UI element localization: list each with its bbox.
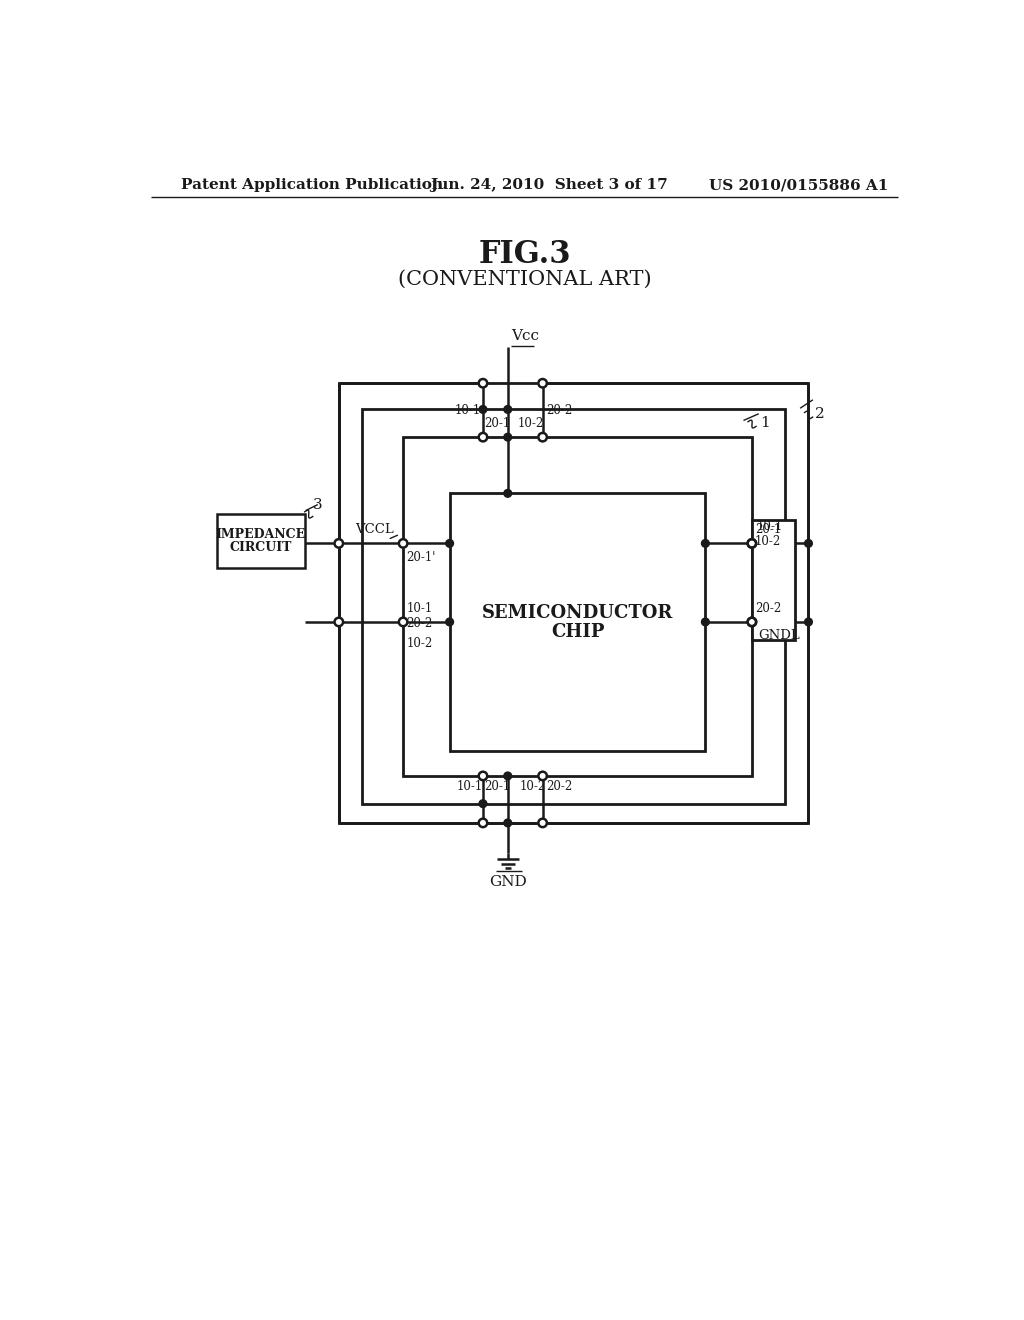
Text: 2: 2	[815, 407, 824, 421]
Text: US 2010/0155886 A1: US 2010/0155886 A1	[710, 178, 889, 193]
Circle shape	[539, 818, 547, 828]
Text: 20-1: 20-1	[755, 523, 781, 536]
Circle shape	[748, 539, 756, 548]
Text: CHIP: CHIP	[551, 623, 604, 640]
Text: 20-1: 20-1	[484, 780, 511, 793]
Text: SEMICONDUCTOR: SEMICONDUCTOR	[482, 605, 673, 622]
Circle shape	[335, 539, 343, 548]
Circle shape	[748, 539, 756, 548]
Circle shape	[504, 433, 512, 441]
Text: 20-2: 20-2	[546, 780, 572, 793]
Text: 1: 1	[760, 416, 769, 430]
Circle shape	[445, 618, 454, 626]
Text: CIRCUIT: CIRCUIT	[229, 541, 292, 554]
Text: IMPEDANCE: IMPEDANCE	[216, 528, 306, 541]
Circle shape	[478, 772, 487, 780]
Text: FIG.3: FIG.3	[478, 239, 571, 271]
Circle shape	[479, 800, 486, 808]
Circle shape	[504, 818, 512, 826]
Text: Patent Application Publication: Patent Application Publication	[180, 178, 442, 193]
Circle shape	[748, 618, 756, 626]
Text: 10-2: 10-2	[755, 536, 781, 548]
Circle shape	[399, 618, 408, 626]
Circle shape	[504, 405, 512, 413]
Circle shape	[335, 618, 343, 626]
Text: 3: 3	[312, 498, 323, 512]
Text: 10-1: 10-1	[407, 602, 432, 615]
Bar	[339, 383, 809, 822]
Text: 10-1: 10-1	[455, 404, 481, 417]
Text: 10-1: 10-1	[757, 520, 782, 533]
Circle shape	[445, 540, 454, 548]
Text: (CONVENTIONAL ART): (CONVENTIONAL ART)	[398, 269, 651, 289]
Text: 20-2: 20-2	[755, 602, 781, 615]
Text: GND: GND	[488, 875, 526, 888]
Text: 10-2: 10-2	[518, 417, 544, 430]
Circle shape	[805, 540, 812, 548]
Circle shape	[539, 379, 547, 388]
Circle shape	[478, 379, 487, 388]
Circle shape	[539, 772, 547, 780]
Circle shape	[748, 618, 756, 626]
Text: GNDL: GNDL	[758, 630, 800, 643]
Bar	[217, 515, 305, 568]
Circle shape	[701, 618, 710, 626]
Bar	[403, 437, 752, 776]
Text: 20-2: 20-2	[546, 404, 572, 417]
Circle shape	[805, 618, 812, 626]
Text: VCCL: VCCL	[355, 523, 394, 536]
Bar	[362, 409, 785, 804]
Bar	[450, 494, 706, 751]
Circle shape	[479, 405, 486, 413]
Text: 20-1': 20-1'	[407, 550, 435, 564]
Circle shape	[399, 539, 408, 548]
Circle shape	[539, 433, 547, 441]
Bar	[752, 520, 795, 640]
Text: Jun. 24, 2010  Sheet 3 of 17: Jun. 24, 2010 Sheet 3 of 17	[430, 178, 668, 193]
Circle shape	[504, 772, 512, 780]
Text: 10-1: 10-1	[457, 780, 483, 793]
Text: 10-2: 10-2	[407, 638, 432, 649]
Circle shape	[478, 433, 487, 441]
Circle shape	[478, 818, 487, 828]
Text: 20-2: 20-2	[407, 616, 432, 630]
Text: 20-1: 20-1	[484, 417, 511, 430]
Circle shape	[504, 490, 512, 498]
Text: Vcc: Vcc	[511, 329, 539, 343]
Circle shape	[701, 540, 710, 548]
Text: 10-2: 10-2	[519, 780, 546, 793]
